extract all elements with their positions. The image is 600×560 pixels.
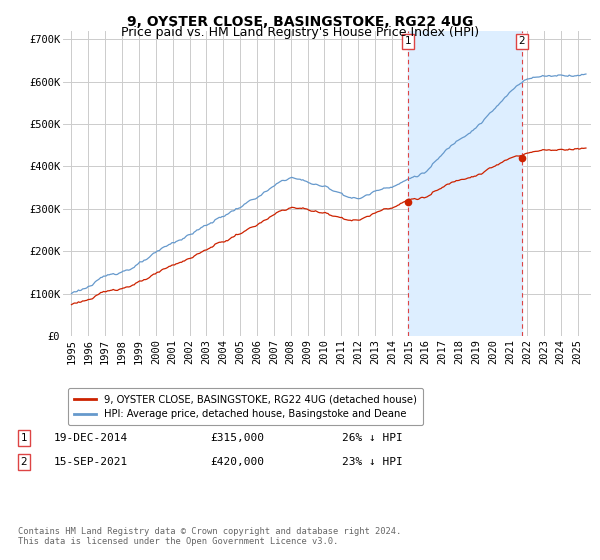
Text: Price paid vs. HM Land Registry's House Price Index (HPI): Price paid vs. HM Land Registry's House … bbox=[121, 26, 479, 39]
Text: 26% ↓ HPI: 26% ↓ HPI bbox=[342, 433, 403, 443]
Text: £315,000: £315,000 bbox=[210, 433, 264, 443]
Text: 1: 1 bbox=[20, 433, 28, 443]
Legend: 9, OYSTER CLOSE, BASINGSTOKE, RG22 4UG (detached house), HPI: Average price, det: 9, OYSTER CLOSE, BASINGSTOKE, RG22 4UG (… bbox=[68, 388, 423, 425]
Text: 23% ↓ HPI: 23% ↓ HPI bbox=[342, 457, 403, 467]
Text: 2: 2 bbox=[518, 36, 526, 46]
Text: 1: 1 bbox=[405, 36, 412, 46]
Text: 9, OYSTER CLOSE, BASINGSTOKE, RG22 4UG: 9, OYSTER CLOSE, BASINGSTOKE, RG22 4UG bbox=[127, 15, 473, 29]
Text: 15-SEP-2021: 15-SEP-2021 bbox=[54, 457, 128, 467]
Text: Contains HM Land Registry data © Crown copyright and database right 2024.
This d: Contains HM Land Registry data © Crown c… bbox=[18, 526, 401, 546]
Text: 2: 2 bbox=[20, 457, 28, 467]
Text: 19-DEC-2014: 19-DEC-2014 bbox=[54, 433, 128, 443]
Bar bbox=[408, 31, 522, 336]
Text: £420,000: £420,000 bbox=[210, 457, 264, 467]
